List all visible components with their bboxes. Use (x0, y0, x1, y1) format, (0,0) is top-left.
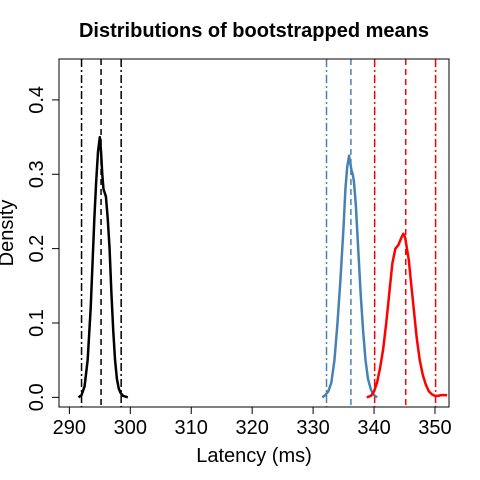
chart-title: Distributions of bootstrapped means (79, 20, 429, 42)
x-tick-label: 350 (418, 417, 451, 439)
density-curve-2 (321, 154, 378, 399)
y-axis-label: Density (0, 200, 18, 267)
y-axis: 0.0 0.1 0.2 0.3 0.4 (26, 86, 60, 411)
y-tick-label: 0.4 (26, 86, 48, 114)
x-tick-label: 330 (296, 417, 329, 439)
x-axis-label: Latency (ms) (196, 445, 312, 467)
x-tick-label: 320 (235, 417, 268, 439)
x-tick-label: 340 (357, 417, 390, 439)
y-tick-label: 0.2 (26, 235, 48, 263)
x-tick-label: 300 (114, 417, 147, 439)
x-axis: 290 300 310 320 330 340 350 (53, 406, 452, 439)
density-curve-3 (366, 232, 448, 399)
density-curve-1 (77, 135, 129, 399)
plot-frame (58, 58, 450, 408)
y-tick-label: 0.1 (26, 309, 48, 337)
x-tick-label: 310 (175, 417, 208, 439)
x-tick-label: 290 (53, 417, 86, 439)
plot-area (77, 59, 448, 407)
y-tick-label: 0.0 (26, 383, 48, 411)
y-tick-label: 0.3 (26, 160, 48, 188)
